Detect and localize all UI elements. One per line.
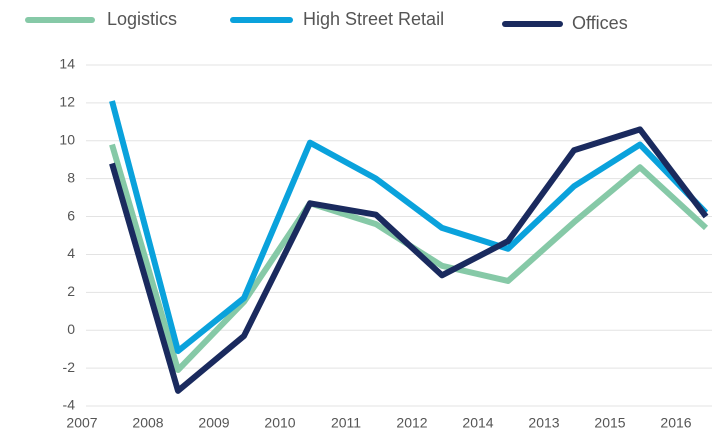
y-tick-label: 14 [59,56,75,72]
series-line [109,100,709,355]
legend-label: Offices [572,13,628,33]
x-tick-label: 2007 [66,415,97,431]
x-tick-label: 2013 [528,415,559,431]
x-tick-label: 2012 [396,415,427,431]
y-tick-label: 10 [59,131,75,147]
x-tick-label: 2016 [660,415,691,431]
x-tick-label: 2008 [132,415,163,431]
x-tick-label: 2009 [198,415,229,431]
x-tick-label: 2014 [462,415,493,431]
y-tick-label: 12 [59,94,75,110]
y-tick-label: 0 [67,321,75,337]
y-tick-label: 2 [67,283,75,299]
series-line [109,126,709,394]
x-tick-label: 2015 [594,415,625,431]
y-tick-label: -4 [63,397,76,413]
legend-label: Logistics [107,9,177,29]
y-tick-label: 4 [67,245,75,261]
y-tick-label: -2 [63,359,76,375]
y-tick-label: 8 [67,169,75,185]
legend-label: High Street Retail [303,9,444,29]
y-tick-label: 6 [67,207,75,223]
x-tick-label: 2010 [264,415,295,431]
x-tick-label: 2011 [331,415,361,431]
